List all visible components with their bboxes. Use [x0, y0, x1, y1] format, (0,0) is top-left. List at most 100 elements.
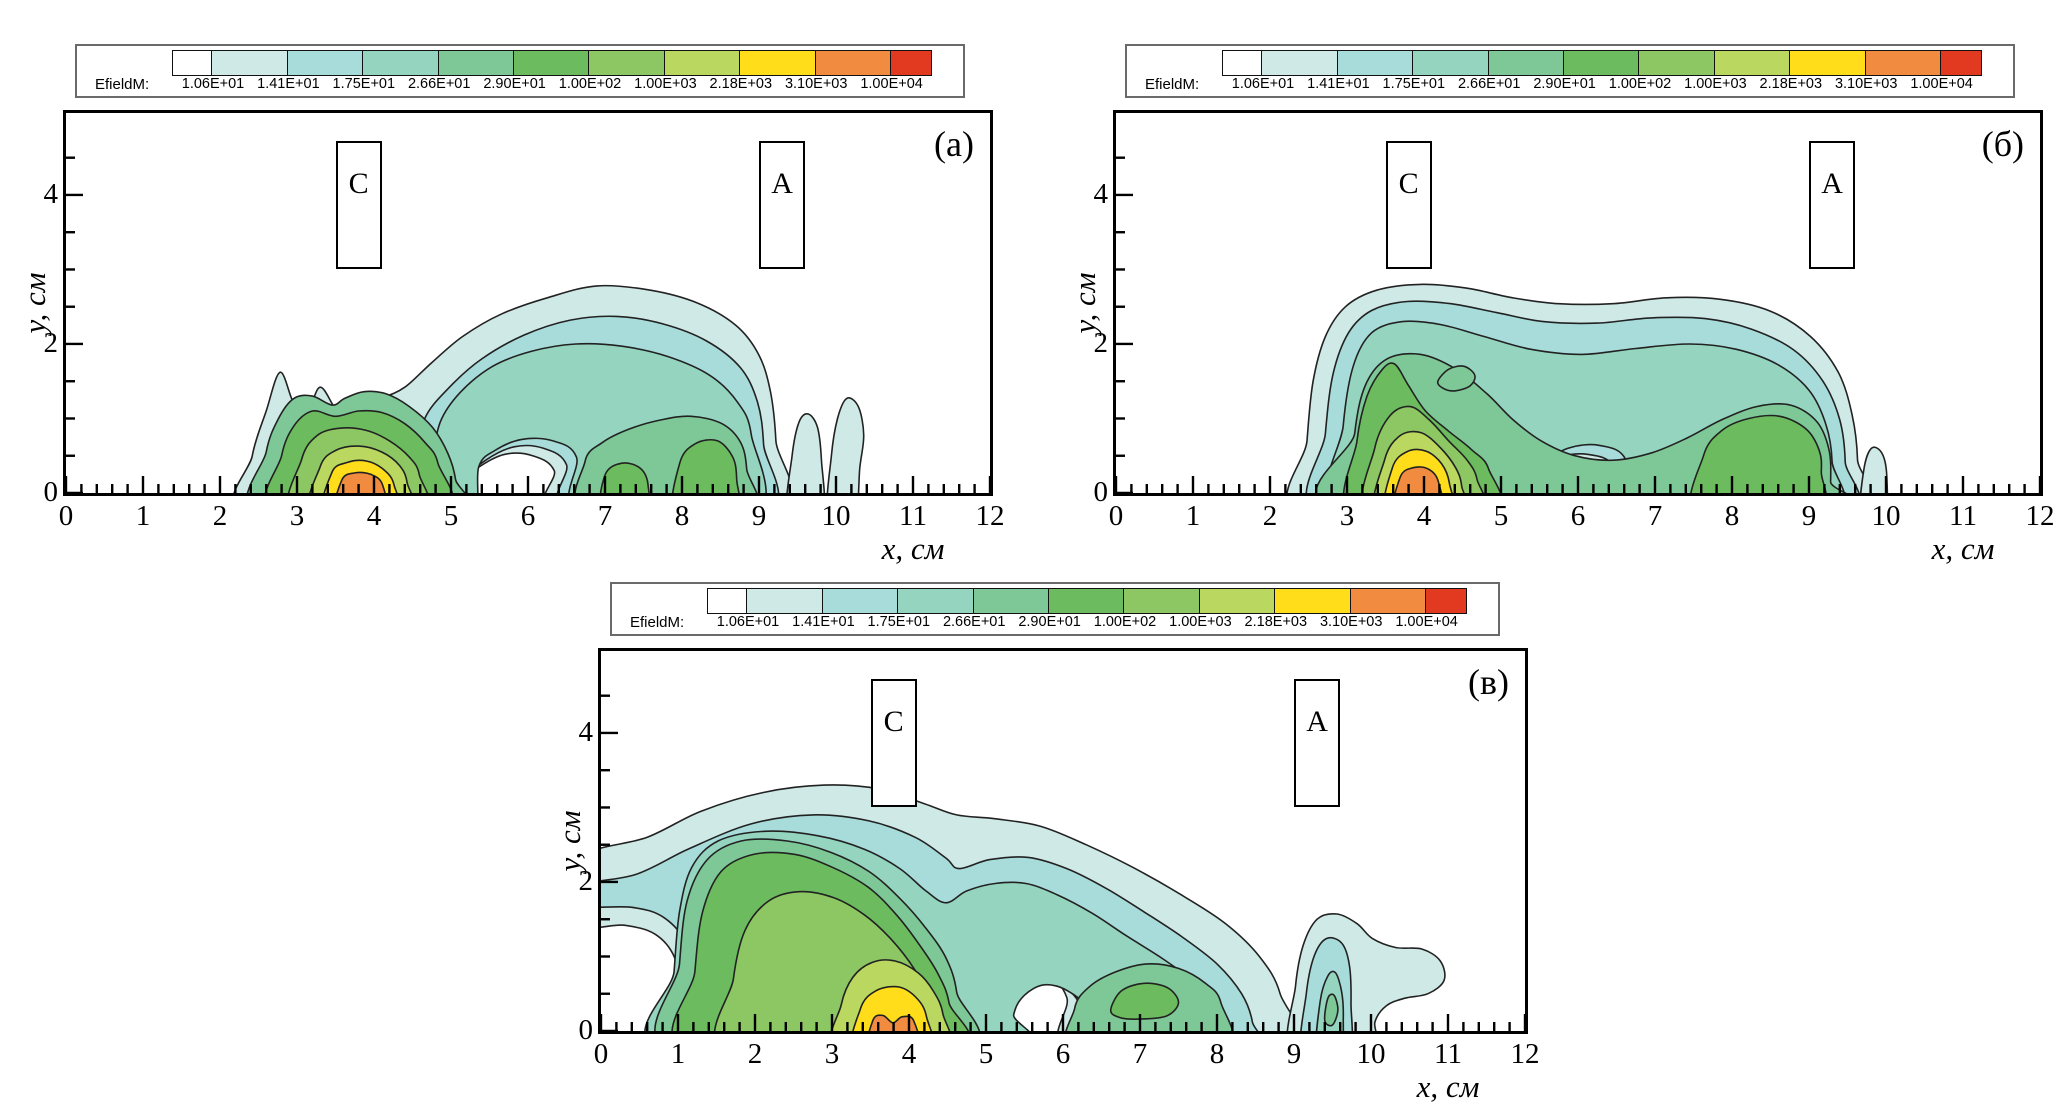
x-tick-label: 0: [593, 1038, 609, 1070]
colorbar-swatch: [821, 588, 899, 614]
x-tick-label: 8: [674, 500, 690, 532]
colorbar-level-label: 1.06E+01: [181, 76, 245, 92]
colorbar-level-label: 1.00E+02: [1608, 76, 1672, 92]
colorbar-level-label: 1.00E+03: [1684, 76, 1747, 92]
colorbar-level-label: 1.75E+01: [332, 76, 396, 92]
plot-area: (в) x, см y, см 0 1 2 3 4 5 6 7 8 9 10 11 12 0 2 4 C A: [552, 648, 1540, 1104]
contour-plot: [66, 156, 990, 493]
x-tick-label: 1: [1185, 500, 1201, 532]
colorbar-level-label: 1.41E+01: [792, 614, 855, 630]
x-tick-label: 7: [597, 500, 613, 532]
colorbar-swatch: [1198, 588, 1276, 614]
colorbar-swatch: [211, 50, 289, 76]
electrode-A: A: [1294, 679, 1341, 808]
colorbar-swatch: [1563, 50, 1641, 76]
contour-region: [1323, 993, 1339, 1027]
x-tick-label: 6: [1570, 500, 1586, 532]
colorbar-swatch: [1412, 50, 1490, 76]
colorbar-level-label: 2.18E+03: [1759, 76, 1823, 92]
panel-label: (б): [1981, 124, 2024, 164]
electrode-label: C: [348, 167, 369, 201]
x-tick-label: 3: [824, 1038, 840, 1070]
x-tick-label: 10: [1871, 500, 1901, 532]
electrode-label: C: [1398, 167, 1419, 201]
x-tick-label: 11: [899, 500, 927, 532]
colorbar-level-label: 1.06E+01: [1231, 76, 1295, 92]
contour-region: [1859, 446, 1889, 493]
colorbar-swatch: [1349, 588, 1427, 614]
colorbar-swatch: [172, 50, 213, 76]
colorbar-level-label: 1.00E+02: [558, 76, 622, 92]
plot-area: (б) x, см y, см 0 1 2 3 4 5 6 7 8 9 10 11 12 0 2 4 C A: [1067, 110, 2055, 566]
x-axis-label: x, см: [881, 531, 945, 566]
colorbar-swatch: [1789, 50, 1867, 76]
x-tick-label: 9: [751, 500, 767, 532]
y-tick-label: 4: [1093, 177, 1109, 210]
electrode-A: A: [1809, 141, 1856, 270]
x-tick-label: 2: [747, 1038, 763, 1070]
colorbar-level-label: 1.41E+01: [257, 76, 320, 92]
colorbar-level-label: 3.10E+03: [1319, 614, 1383, 630]
x-tick-label: 8: [1724, 500, 1740, 532]
x-tick-label: 4: [1416, 500, 1432, 532]
y-axis-label: y, см: [552, 810, 587, 872]
panel-v: EfieldM: 1.06E+01 1.41E+01 1.75E+01 2.66E+0…: [535, 538, 1580, 1118]
contour-region: [1394, 466, 1443, 493]
colorbar-strip: [172, 50, 933, 76]
colorbar-swatch: [1222, 50, 1263, 76]
colorbar-level-label: 2.66E+01: [942, 614, 1006, 630]
colorbar-swatch: [1048, 588, 1126, 614]
y-axis-label: y, см: [1067, 272, 1102, 334]
colorbar-swatch: [1487, 50, 1565, 76]
x-tick-label: 4: [901, 1038, 917, 1070]
contour-region: [1436, 365, 1476, 392]
x-tick-label: 7: [1132, 1038, 1148, 1070]
colorbar-swatch: [897, 588, 975, 614]
colorbar-swatch: [286, 50, 364, 76]
colorbar-level-label: 1.00E+04: [1910, 76, 1973, 92]
panel-label: (а): [934, 124, 974, 164]
y-tick-label: 2: [1093, 326, 1109, 359]
colorbar-level-label: 1.00E+03: [1169, 614, 1232, 630]
contour-region: [826, 397, 865, 493]
colorbar-level-label: 2.18E+03: [709, 76, 773, 92]
y-tick-label: 0: [578, 1014, 594, 1046]
colorbar-level-label: 3.10E+03: [1834, 76, 1898, 92]
colorbar-swatch: [1638, 50, 1716, 76]
y-axis-label: y, см: [17, 272, 52, 334]
y-tick-label: 4: [43, 177, 59, 210]
colorbar-level-label: 2.18E+03: [1244, 614, 1308, 630]
colorbar-title: EfieldM:: [1145, 76, 1200, 93]
colorbar-swatch: [1425, 588, 1468, 614]
x-tick-label: 5: [443, 500, 459, 532]
colorbar-swatch: [1274, 588, 1352, 614]
x-tick-label: 8: [1209, 1038, 1225, 1070]
panel-a: EfieldM: 1.06E+01 1.41E+01 1.75E+01 2.66E+0…: [0, 0, 1045, 580]
colorbar-level-label: 2.90E+01: [1018, 614, 1081, 630]
x-tick-label: 3: [289, 500, 305, 532]
x-tick-label: 11: [1949, 500, 1977, 532]
colorbar-level-label: 2.90E+01: [483, 76, 546, 92]
colorbar-level-label: 2.66E+01: [1457, 76, 1521, 92]
colorbar-level-label: 1.75E+01: [1382, 76, 1446, 92]
y-tick-label: 0: [43, 476, 59, 508]
electrode-label: A: [1306, 705, 1328, 739]
colorbar-level-label: 2.90E+01: [1533, 76, 1596, 92]
colorbar-swatch: [739, 50, 817, 76]
x-axis-label: x, см: [1416, 1069, 1480, 1104]
x-tick-label: 0: [58, 500, 74, 532]
colorbar-legend: EfieldM: 1.06E+01 1.41E+01 1.75E+01 2.66E+0…: [610, 582, 1500, 636]
y-tick-label: 2: [578, 864, 594, 897]
colorbar-swatch: [890, 50, 933, 76]
colorbar-swatch: [972, 588, 1050, 614]
colorbar-level-label: 1.00E+02: [1093, 614, 1157, 630]
x-tick-label: 12: [1510, 1038, 1540, 1070]
colorbar-level-label: 1.00E+03: [634, 76, 697, 92]
colorbar-swatch: [513, 50, 591, 76]
contour-region: [786, 413, 826, 493]
colorbar-level-label: 1.41E+01: [1307, 76, 1370, 92]
colorbar-legend: EfieldM: 1.06E+01 1.41E+01 1.75E+01 2.66E+0…: [1125, 44, 2015, 98]
y-tick-label: 4: [578, 715, 594, 748]
colorbar-level-label: 1.00E+04: [1395, 614, 1458, 630]
electrode-label: A: [1821, 167, 1843, 201]
